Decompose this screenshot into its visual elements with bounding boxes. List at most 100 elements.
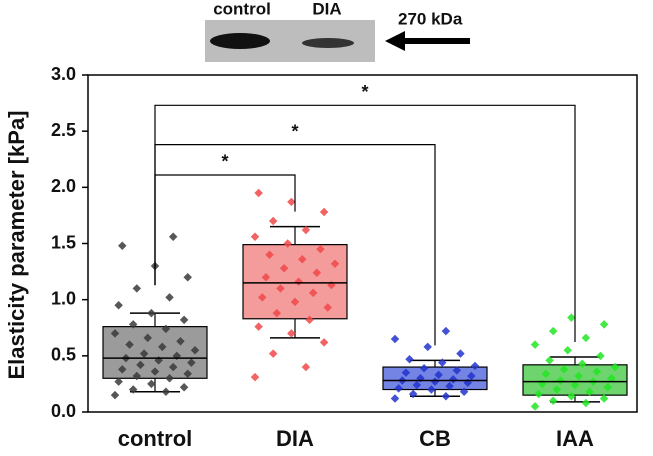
- y-tick-label: 0.0: [51, 401, 76, 421]
- data-point: [438, 358, 447, 367]
- marker-label: 270 kDa: [398, 9, 463, 28]
- data-point: [179, 383, 189, 392]
- data-point: [570, 380, 580, 390]
- data-point: [294, 277, 303, 286]
- significance-label: *: [291, 121, 298, 141]
- data-point: [161, 324, 171, 334]
- data-point: [110, 390, 120, 400]
- data-point: [394, 384, 403, 393]
- lane-label: DIA: [312, 0, 341, 18]
- data-point: [143, 333, 152, 343]
- data-point: [330, 259, 340, 268]
- data-point: [452, 366, 462, 375]
- blot-band: [210, 33, 270, 49]
- data-point: [319, 207, 329, 217]
- data-point: [305, 315, 314, 325]
- data-point: [114, 377, 123, 386]
- data-point: [592, 367, 602, 376]
- lane-label: control: [213, 0, 271, 18]
- data-point: [599, 320, 609, 329]
- data-point: [534, 389, 543, 399]
- data-point: [427, 385, 436, 394]
- data-point: [161, 387, 171, 397]
- data-point: [287, 197, 296, 207]
- data-point: [434, 370, 443, 380]
- data-point: [578, 359, 587, 368]
- significance-label: *: [221, 152, 228, 172]
- data-point: [301, 362, 311, 372]
- data-point: [585, 387, 594, 397]
- data-point: [390, 394, 400, 403]
- significance-bracket: [154, 104, 576, 342]
- data-point: [405, 354, 414, 364]
- data-point: [147, 379, 156, 389]
- data-point: [308, 288, 318, 298]
- data-point: [541, 369, 551, 379]
- data-point: [390, 334, 400, 344]
- data-point: [441, 392, 451, 401]
- data-point: [283, 239, 292, 248]
- data-point: [567, 313, 576, 322]
- y-tick-label: 1.0: [51, 288, 76, 308]
- data-point: [401, 368, 411, 377]
- data-point: [268, 216, 278, 226]
- data-point: [567, 392, 576, 401]
- data-point: [254, 322, 263, 331]
- y-axis-label: Elasticity parameter [kPa]: [4, 110, 29, 379]
- data-point: [456, 349, 465, 358]
- data-point: [183, 369, 192, 379]
- data-point: [118, 365, 127, 374]
- data-point: [128, 385, 138, 394]
- data-point: [110, 329, 120, 338]
- data-point: [158, 342, 167, 352]
- significance-label: *: [361, 82, 368, 102]
- data-point: [276, 284, 285, 293]
- data-point: [467, 371, 476, 381]
- data-point: [316, 244, 325, 254]
- data-point: [448, 375, 458, 384]
- western-blot-inset: control DIA 270 kDa: [205, 0, 470, 62]
- data-point: [559, 365, 569, 374]
- x-tick-label: IAA: [556, 426, 594, 451]
- data-point: [607, 374, 616, 383]
- data-point: [441, 326, 451, 336]
- data-point: [179, 315, 189, 325]
- data-point: [301, 225, 311, 235]
- data-point: [114, 301, 123, 310]
- blot-band: [302, 38, 354, 48]
- data-point: [430, 377, 440, 386]
- data-point: [190, 345, 200, 355]
- data-point: [530, 402, 540, 411]
- x-tick-label: DIA: [276, 426, 314, 451]
- data-point: [261, 272, 271, 282]
- data-point: [139, 349, 149, 358]
- data-point: [128, 320, 138, 329]
- data-point: [250, 372, 260, 382]
- data-point: [312, 268, 322, 277]
- y-tick-label: 0.5: [51, 345, 76, 365]
- y-tick-label: 1.5: [51, 232, 76, 252]
- data-point: [258, 293, 267, 302]
- data-point: [548, 396, 558, 406]
- data-point: [599, 394, 609, 403]
- x-tick-label: CB: [419, 426, 451, 451]
- data-point: [574, 371, 583, 381]
- data-point: [445, 381, 454, 391]
- data-point: [545, 356, 554, 365]
- data-point: [279, 263, 289, 273]
- data-point: [408, 389, 418, 399]
- data-point: [603, 383, 612, 392]
- x-tick-label: control: [118, 426, 193, 451]
- data-point: [290, 297, 300, 307]
- data-point: [265, 250, 274, 259]
- data-point: [168, 362, 178, 372]
- data-point: [132, 284, 142, 293]
- data-point: [552, 385, 562, 394]
- data-point: [298, 254, 307, 264]
- data-point: [165, 374, 174, 383]
- data-point: [254, 188, 263, 198]
- y-tick-label: 2.5: [51, 120, 76, 140]
- data-point: [168, 232, 178, 242]
- y-tick-label: 3.0: [51, 64, 76, 84]
